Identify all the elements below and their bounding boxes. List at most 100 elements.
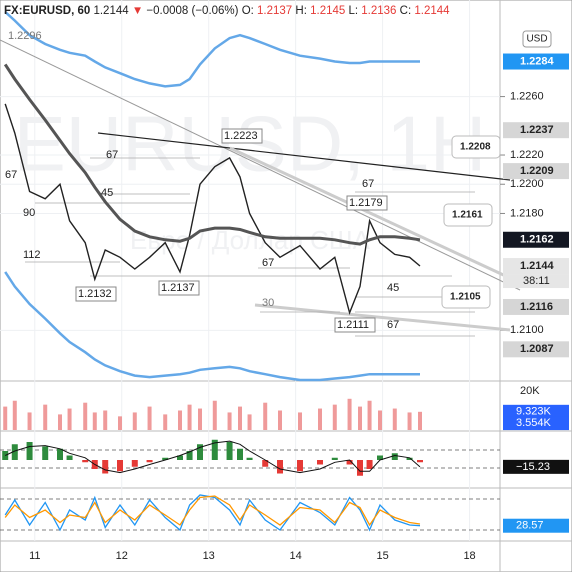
price-tag [503, 258, 569, 275]
annotation: 1.2111 [337, 319, 369, 331]
bar [318, 408, 322, 430]
histogram-bar [26, 442, 33, 460]
annotation: 67 [5, 169, 17, 181]
y-tick-label: 1.2260 [510, 90, 544, 102]
annotation: 1.2137 [161, 282, 195, 294]
callout-box [443, 203, 493, 227]
callout-box [441, 285, 491, 309]
annotation: 45 [101, 187, 113, 199]
bar [227, 412, 232, 430]
histogram-bar [297, 460, 303, 472]
price-tag-label: 1.2087 [520, 343, 554, 355]
bar [103, 410, 108, 430]
histogram-bar [162, 457, 169, 460]
trendline [254, 303, 511, 332]
bar [278, 410, 282, 430]
x-tick-label: 14 [290, 550, 302, 562]
bar [178, 410, 182, 430]
header-part: 1.2136 [361, 5, 399, 17]
histogram-bar [117, 460, 123, 472]
watermark: EURUSD, 1H [14, 100, 486, 188]
bar [378, 410, 382, 430]
annotation-box [75, 286, 117, 302]
histogram-bar [246, 457, 253, 460]
bar [147, 406, 152, 430]
bar [58, 414, 62, 430]
price-tag [503, 122, 569, 139]
histogram-bar [42, 446, 49, 460]
histogram-bar [82, 460, 89, 463]
header: FX:EURUSD, 60 1.2144 ▼ −0.0008 (−0.06%) … [4, 5, 450, 17]
bar [298, 412, 302, 430]
header-part: O: [242, 5, 257, 17]
bar [83, 402, 88, 430]
annotation: 1.2296 [8, 30, 42, 42]
trendline [0, 39, 521, 291]
histogram-bar [211, 439, 218, 460]
histogram-bar [346, 460, 353, 465]
series-line [3, 63, 421, 246]
histogram-bar [317, 460, 323, 465]
price-tag-label: 1.2209 [520, 165, 554, 177]
annotation: 45 [387, 282, 399, 294]
header-part: ▼ [132, 5, 147, 17]
value-tag [503, 459, 569, 474]
histogram-bar [406, 457, 413, 460]
y-tick-label: 1.2200 [510, 178, 544, 190]
price-tag-label: 1.2237 [520, 124, 554, 136]
annotation: 112 [23, 249, 41, 261]
countdown-box [503, 274, 569, 289]
bar [27, 412, 32, 430]
bar [43, 404, 48, 430]
signal-line [4, 440, 421, 474]
header-part: FX:EURUSD, 60 [4, 5, 93, 17]
currency-button [522, 30, 552, 48]
histogram-bar [277, 460, 283, 474]
annotation: 1.2208 [460, 142, 491, 153]
series-line [4, 103, 421, 316]
price-tag [503, 53, 569, 70]
series-line [4, 495, 421, 527]
value-tag [503, 518, 569, 533]
annotation: 1.2161 [452, 210, 483, 221]
header-part: H: [295, 5, 310, 17]
price-tag [503, 298, 569, 315]
y-tick-label: 1.2180 [510, 207, 544, 219]
trendline [97, 132, 511, 181]
histogram-bar [237, 448, 243, 460]
price-tag-label: 1.2162 [520, 234, 554, 246]
value-tag [503, 416, 569, 431]
price-tag-label: 1.2284 [520, 55, 555, 67]
histogram-bar [11, 444, 18, 460]
annotation: 67 [106, 149, 118, 161]
histogram-bar [131, 460, 138, 467]
y-tick-label: 1.2220 [510, 149, 544, 161]
countdown: 38:11 [523, 275, 550, 287]
bar [238, 406, 242, 430]
header-part: 1.2145 [310, 5, 348, 17]
annotation: 1.2105 [450, 292, 481, 303]
histogram-bar [391, 453, 398, 460]
annotation-box [221, 128, 263, 144]
header-part: C: [400, 5, 415, 17]
bar [198, 408, 202, 430]
bar [392, 408, 397, 430]
header-part: 1.2137 [257, 5, 295, 17]
bar [347, 398, 352, 430]
header-part: −0.0008 (−0.06%) [146, 5, 241, 17]
value-tag-label: 3.554K [516, 417, 552, 429]
bar [407, 412, 412, 430]
bar [247, 414, 252, 430]
bar [418, 411, 422, 430]
price-tag [503, 163, 569, 180]
value-tag-label: −15.23 [516, 461, 550, 473]
series-line [4, 10, 420, 88]
value-tag [503, 404, 569, 419]
annotation: 30 [262, 297, 274, 309]
x-tick-label: 12 [116, 550, 128, 562]
series-line [4, 271, 420, 382]
histogram-bar [262, 460, 269, 467]
histogram-bar [102, 460, 109, 474]
header-part: L: [348, 5, 361, 17]
annotation: 90 [23, 207, 35, 219]
